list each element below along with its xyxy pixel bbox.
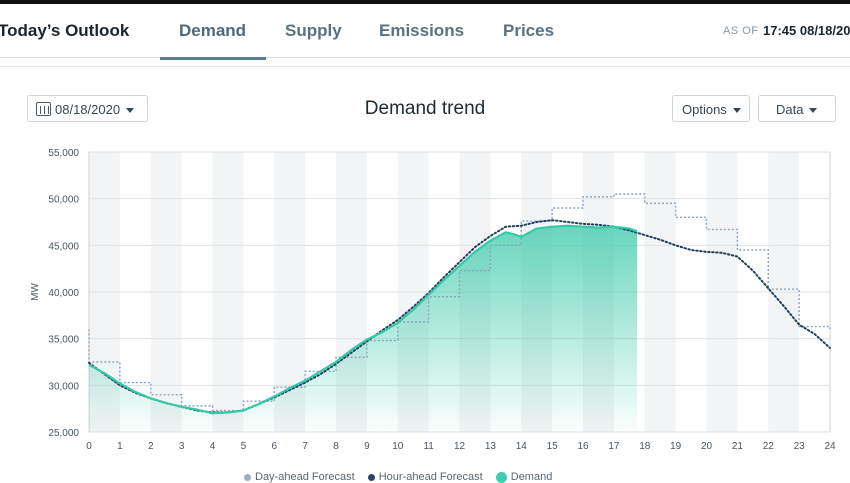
day-ahead-marker-icon [244, 473, 251, 481]
hour-ahead-marker-icon [367, 473, 375, 481]
tab-prices[interactable]: Prices [503, 21, 555, 40]
y-tick-label: 40,000 [48, 288, 79, 299]
y-axis-label: MW [30, 283, 41, 301]
x-tick-label: 9 [364, 441, 370, 452]
demand-area [89, 225, 638, 432]
tab-demand[interactable]: Demand [179, 21, 247, 40]
y-tick-label: 35,000 [48, 335, 79, 346]
y-tick-label: 25,000 [48, 428, 79, 439]
active-tab-indicator [160, 57, 266, 60]
chevron-down-icon [126, 108, 135, 114]
y-tick-label: 45,000 [48, 241, 79, 252]
divider [0, 66, 850, 67]
x-tick-label: 18 [639, 441, 651, 452]
x-tick-label: 23 [794, 441, 806, 452]
x-tick-label: 19 [670, 441, 682, 452]
y-tick-label: 55,000 [48, 148, 79, 159]
x-tick-label: 2 [148, 441, 154, 452]
demand-trend-chart: 25,000 30,000 35,000 40,000 45,000 50,000 55,0… [30, 148, 836, 452]
tab-emissions[interactable]: Emissions [379, 21, 465, 40]
x-tick-label: 13 [485, 441, 497, 452]
as-of-timestamp: 17:45 08/18/20 [763, 23, 850, 38]
calendar-icon [36, 102, 51, 116]
x-tick-label: 17 [608, 441, 620, 452]
x-tick-label: 15 [547, 441, 559, 452]
day-ahead-forecast-line [88, 193, 831, 412]
header-bar: Today’s Outlook Demand Supply Emissions … [0, 4, 850, 60]
y-tick-label: 50,000 [48, 195, 79, 206]
x-tick-label: 20 [701, 441, 713, 452]
x-tick-label: 21 [732, 441, 744, 452]
date-picker-button[interactable]: 08/18/2020 [27, 95, 148, 122]
demand-marker-icon [495, 471, 507, 483]
page-brand: Today’s Outlook [0, 21, 130, 40]
x-tick-label: 7 [302, 441, 308, 452]
x-tick-label: 14 [516, 441, 528, 452]
legend-label-demand: Demand [510, 471, 553, 483]
series-lines [88, 193, 831, 415]
demand-area-fill [89, 225, 638, 432]
chart-title: Demand trend [364, 98, 486, 119]
x-tick-label: 24 [824, 441, 836, 452]
legend-label-hour-ahead: Hour-ahead Forecast [378, 471, 483, 483]
tab-supply[interactable]: Supply [285, 21, 342, 40]
demand-line [88, 224, 638, 415]
legend-item-demand[interactable]: Demand [495, 471, 553, 483]
data-label: Data [776, 102, 804, 117]
chevron-down-icon [809, 108, 818, 114]
axis-labels: 25,000 30,000 35,000 40,000 45,000 50,000 55,0… [30, 148, 836, 452]
chart-legend: Day-ahead Forecast Hour-ahead Forecast D… [244, 471, 562, 483]
x-tick-label: 10 [392, 441, 404, 452]
x-tick-label: 12 [454, 441, 466, 452]
legend-label-day-ahead: Day-ahead Forecast [255, 471, 355, 483]
legend-item-day-ahead[interactable]: Day-ahead Forecast [244, 471, 355, 483]
y-tick-label: 30,000 [48, 381, 79, 392]
x-tick-label: 1 [117, 441, 123, 452]
x-tick-label: 4 [210, 441, 216, 452]
data-button[interactable]: Data [758, 95, 836, 122]
options-label: Options [682, 102, 727, 117]
x-tick-label: 11 [423, 441, 434, 452]
date-picker-label: 08/18/2020 [55, 102, 121, 117]
chevron-down-icon [732, 108, 741, 114]
top-edge [0, 0, 850, 4]
x-tick-label: 5 [241, 441, 247, 452]
legend-item-hour-ahead[interactable]: Hour-ahead Forecast [367, 471, 483, 483]
x-tick-label: 8 [333, 441, 339, 452]
options-button[interactable]: Options [672, 95, 750, 122]
as-of-label: AS OF [723, 25, 759, 37]
x-tick-label: 3 [179, 441, 185, 452]
x-tick-label: 16 [577, 441, 589, 452]
x-tick-label: 6 [271, 441, 277, 452]
x-tick-label: 22 [763, 441, 775, 452]
x-tick-label: 0 [86, 441, 92, 452]
